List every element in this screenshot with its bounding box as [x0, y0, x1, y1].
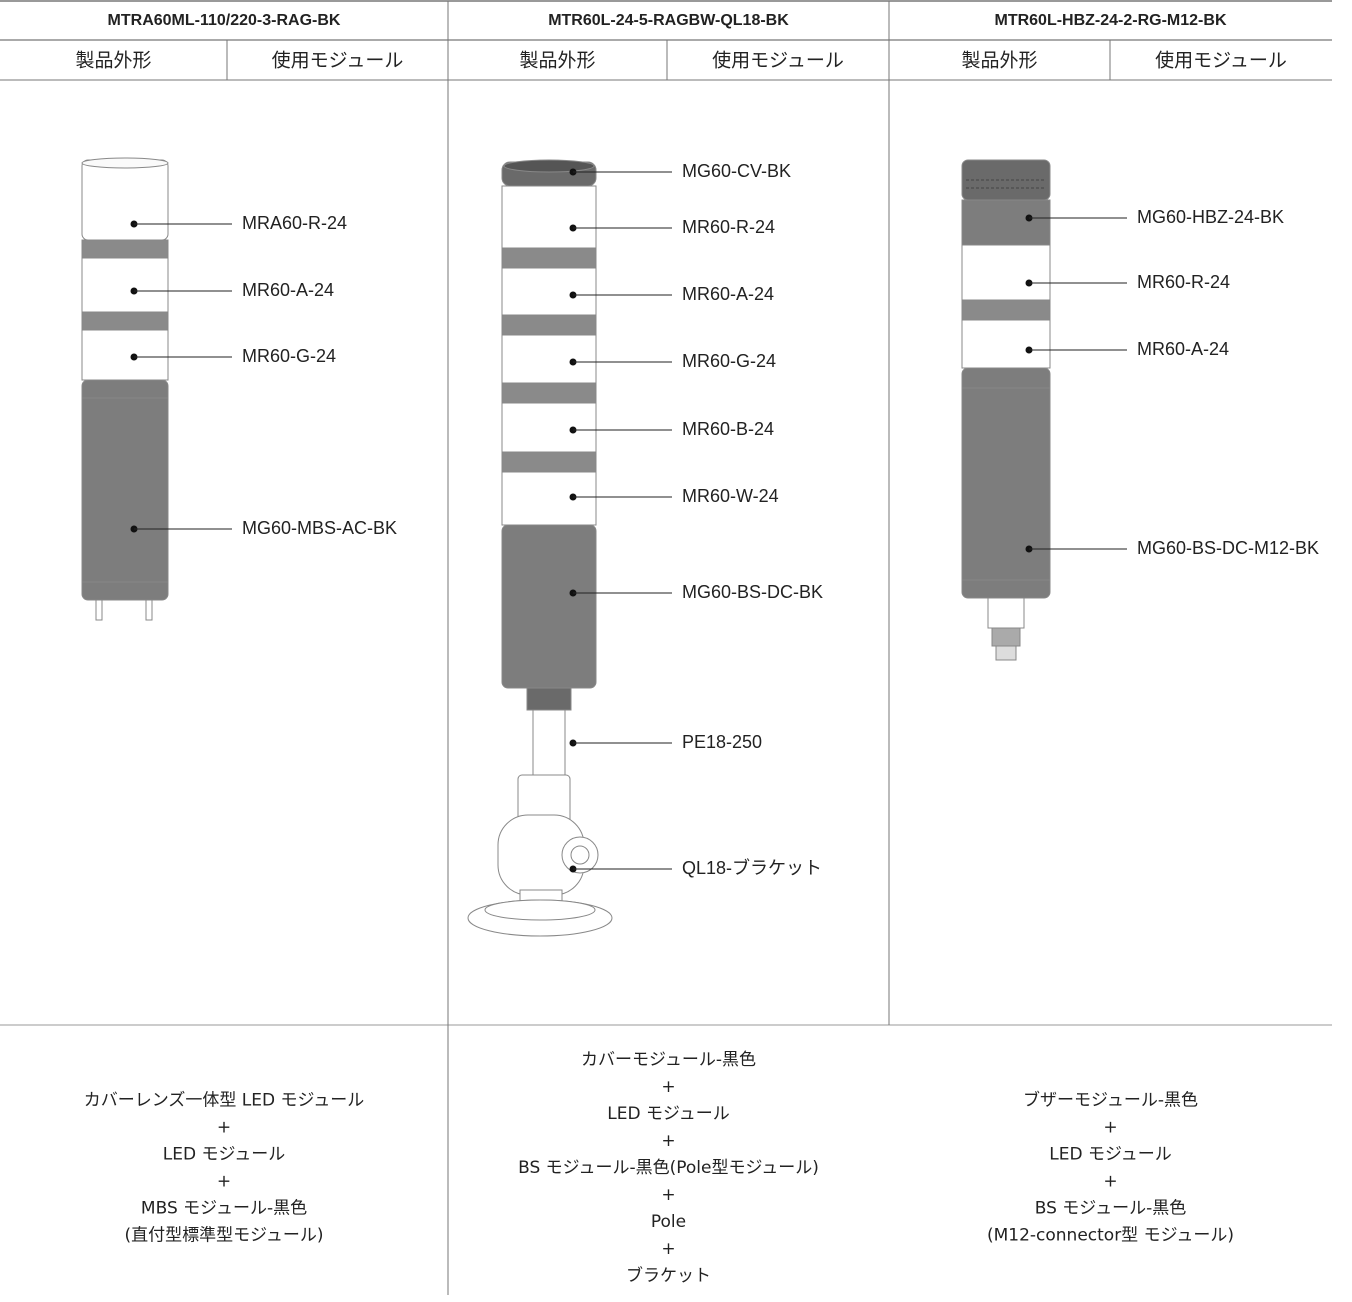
description-line: カバーモジュール-黒色: [581, 1050, 756, 1070]
subheader: 製品外形: [519, 50, 595, 72]
module-label: MG60-BS-DC-M12-BK: [1137, 538, 1319, 558]
description-line: Pole: [651, 1212, 686, 1232]
subheader: 製品外形: [75, 50, 151, 72]
description-line: (直付型標準型モジュール): [124, 1226, 323, 1246]
description-line: LED モジュール: [1049, 1145, 1172, 1165]
table-lines: [0, 0, 1332, 1295]
description-line: +: [661, 1185, 675, 1205]
module-label: MR60-G-24: [242, 346, 336, 366]
module-label: MRA60-R-24: [242, 213, 347, 233]
description-line: +: [661, 1077, 675, 1097]
description-line: BS モジュール-黒色(Pole型モジュール): [518, 1158, 819, 1178]
module-label: MR60-W-24: [682, 486, 779, 506]
module-label: PE18-250: [682, 732, 762, 752]
module-label: MG60-CV-BK: [682, 161, 791, 181]
module-label: MG60-HBZ-24-BK: [1137, 207, 1284, 227]
tower-drawing-2: [467, 159, 613, 937]
description-line: +: [661, 1131, 675, 1151]
description-line: +: [217, 1172, 231, 1192]
module-label: MR60-R-24: [1137, 272, 1230, 292]
module-label: MR60-A-24: [242, 280, 334, 300]
description-line: LED モジュール: [163, 1145, 286, 1165]
column-title: MTR60L-HBZ-24-2-RG-M12-BK: [994, 12, 1226, 29]
module-label: MR60-A-24: [1137, 339, 1229, 359]
subheader: 使用モジュール: [712, 50, 844, 72]
column-title: MTRA60ML-110/220-3-RAG-BK: [108, 12, 341, 29]
module-label: MR60-R-24: [682, 217, 775, 237]
description-line: ブザーモジュール-黒色: [1023, 1090, 1198, 1111]
description-line: +: [1103, 1118, 1117, 1138]
column-title: MTR60L-24-5-RAGBW-QL18-BK: [548, 12, 789, 29]
module-label: MR60-B-24: [682, 419, 774, 439]
tower-drawing-1: [81, 157, 169, 621]
subheader: 使用モジュール: [272, 50, 404, 72]
description-line: +: [1103, 1172, 1117, 1192]
description-line: BS モジュール-黒色: [1035, 1199, 1187, 1219]
module-label: MR60-G-24: [682, 351, 776, 371]
description-line: LED モジュール: [607, 1104, 730, 1124]
description-line: ブラケット: [626, 1265, 711, 1286]
module-label: MG60-MBS-AC-BK: [242, 518, 397, 538]
subheader: 製品外形: [961, 50, 1037, 72]
module-label: MR60-A-24: [682, 284, 774, 304]
module-label: MG60-BS-DC-BK: [682, 582, 823, 602]
description-line: +: [217, 1118, 231, 1138]
subheader: 使用モジュール: [1155, 50, 1287, 72]
description-line: カバーレンズ一体型 LED モジュール: [84, 1091, 365, 1111]
description-line: (M12-connector型 モジュール): [987, 1226, 1234, 1246]
description-line: MBS モジュール-黒色: [141, 1199, 307, 1219]
description-line: +: [661, 1239, 675, 1259]
module-label: QL18-ブラケット: [682, 857, 822, 878]
tower-drawing-3: [961, 159, 1051, 661]
